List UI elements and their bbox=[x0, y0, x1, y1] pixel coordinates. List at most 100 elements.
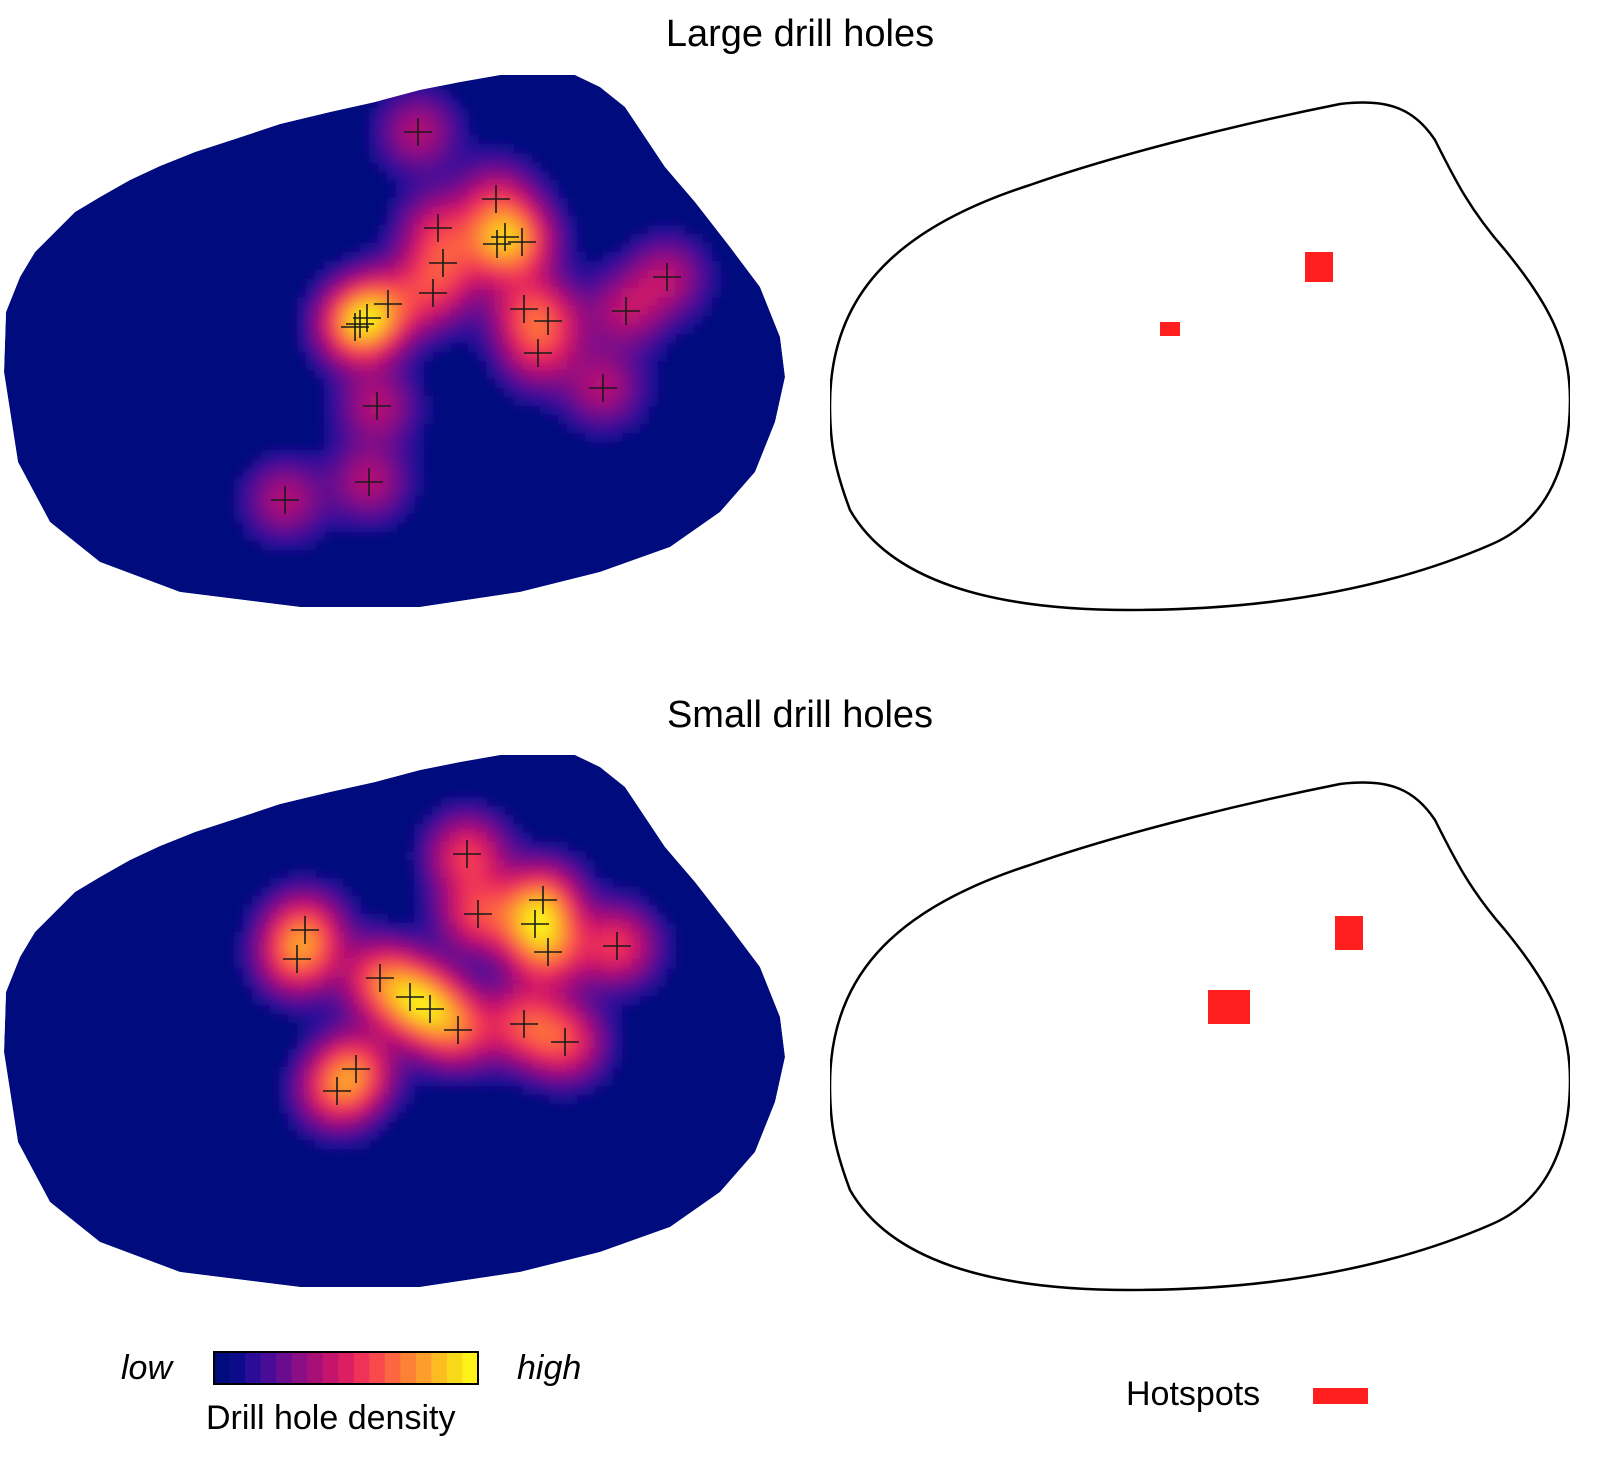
density-cell bbox=[594, 932, 604, 942]
density-cell bbox=[369, 977, 379, 987]
density-cell bbox=[513, 171, 523, 181]
density-cell bbox=[342, 1067, 352, 1077]
density-cell bbox=[342, 1058, 352, 1068]
density-cell bbox=[414, 842, 424, 852]
density-cell bbox=[396, 207, 406, 217]
density-cell bbox=[450, 261, 460, 271]
density-cell bbox=[432, 315, 442, 325]
density-cell bbox=[540, 207, 550, 217]
density-cell bbox=[432, 189, 442, 199]
density-cell bbox=[270, 486, 280, 496]
density-cell bbox=[504, 279, 514, 289]
density-cell bbox=[522, 171, 532, 181]
density-cell bbox=[450, 1067, 460, 1077]
density-cell bbox=[342, 914, 352, 924]
density-cell bbox=[387, 387, 397, 397]
drill-hole-marker bbox=[374, 290, 402, 318]
density-cell bbox=[477, 887, 487, 897]
density-cell bbox=[279, 522, 289, 532]
study-area-outline bbox=[830, 101, 1570, 612]
density-cell bbox=[594, 1076, 604, 1086]
density-cell bbox=[630, 261, 640, 271]
density-cell bbox=[270, 878, 280, 888]
density-cell bbox=[369, 378, 379, 388]
density-cell bbox=[576, 950, 586, 960]
density-cell bbox=[630, 387, 640, 397]
density-cell bbox=[423, 950, 433, 960]
density-cell bbox=[576, 1076, 586, 1086]
density-cell bbox=[576, 986, 586, 996]
density-cell bbox=[324, 914, 334, 924]
density-cell bbox=[558, 986, 568, 996]
density-cell bbox=[351, 1013, 361, 1023]
density-cell bbox=[387, 126, 397, 136]
density-cell bbox=[594, 369, 604, 379]
density-cell bbox=[333, 959, 343, 969]
density-cell bbox=[387, 342, 397, 352]
density-cell bbox=[585, 288, 595, 298]
density-cell bbox=[540, 234, 550, 244]
density-cell bbox=[342, 941, 352, 951]
density-cell bbox=[396, 297, 406, 307]
density-cell bbox=[612, 324, 622, 334]
density-cell bbox=[378, 297, 388, 307]
density-cell bbox=[621, 896, 631, 906]
density-cell bbox=[405, 351, 415, 361]
density-cell bbox=[396, 216, 406, 226]
density-cell bbox=[369, 324, 379, 334]
hotspot-patch bbox=[1305, 252, 1333, 282]
drill-hole-marker bbox=[416, 995, 444, 1023]
density-cell bbox=[306, 468, 316, 478]
density-cell bbox=[693, 297, 703, 307]
density-cell bbox=[549, 387, 559, 397]
density-cell bbox=[432, 860, 442, 870]
density-cell bbox=[630, 887, 640, 897]
density-cell bbox=[540, 968, 550, 978]
density-cell bbox=[567, 1049, 577, 1059]
density-cell bbox=[324, 878, 334, 888]
density-cell bbox=[306, 504, 316, 514]
density-cell bbox=[378, 225, 388, 235]
density-cell bbox=[495, 153, 505, 163]
density-cell bbox=[477, 144, 487, 154]
density-cell bbox=[450, 162, 460, 172]
density-cell bbox=[459, 252, 469, 262]
density-cell bbox=[567, 324, 577, 334]
density-cell bbox=[414, 135, 424, 145]
drill-hole-marker bbox=[342, 1055, 370, 1083]
density-cell bbox=[522, 1058, 532, 1068]
density-cell bbox=[693, 270, 703, 280]
density-cell bbox=[576, 968, 586, 978]
density-cell bbox=[423, 126, 433, 136]
density-cell bbox=[567, 1013, 577, 1023]
density-cell bbox=[243, 950, 253, 960]
density-cell bbox=[567, 878, 577, 888]
drill-hole-marker bbox=[524, 339, 552, 367]
density-cell bbox=[297, 504, 307, 514]
density-cell bbox=[414, 414, 424, 424]
density-cell bbox=[369, 522, 379, 532]
density-cell bbox=[666, 324, 676, 334]
density-cell bbox=[495, 162, 505, 172]
density-cell bbox=[531, 878, 541, 888]
density-cell bbox=[441, 1040, 451, 1050]
density-cell bbox=[486, 995, 496, 1005]
density-cell bbox=[297, 540, 307, 550]
density-cell bbox=[423, 117, 433, 127]
density-cell bbox=[495, 225, 505, 235]
density-cell bbox=[261, 995, 271, 1005]
density-cell bbox=[495, 324, 505, 334]
density-cell bbox=[396, 495, 406, 505]
density-cell bbox=[522, 914, 532, 924]
density-cell bbox=[684, 297, 694, 307]
density-cell bbox=[387, 977, 397, 987]
density-cell bbox=[252, 459, 262, 469]
density-cell bbox=[513, 833, 523, 843]
density-cell bbox=[360, 977, 370, 987]
density-cell bbox=[549, 995, 559, 1005]
density-cell bbox=[531, 1067, 541, 1077]
density-cell bbox=[540, 180, 550, 190]
density-cell bbox=[288, 887, 298, 897]
density-cell bbox=[531, 977, 541, 987]
density-cell bbox=[621, 932, 631, 942]
